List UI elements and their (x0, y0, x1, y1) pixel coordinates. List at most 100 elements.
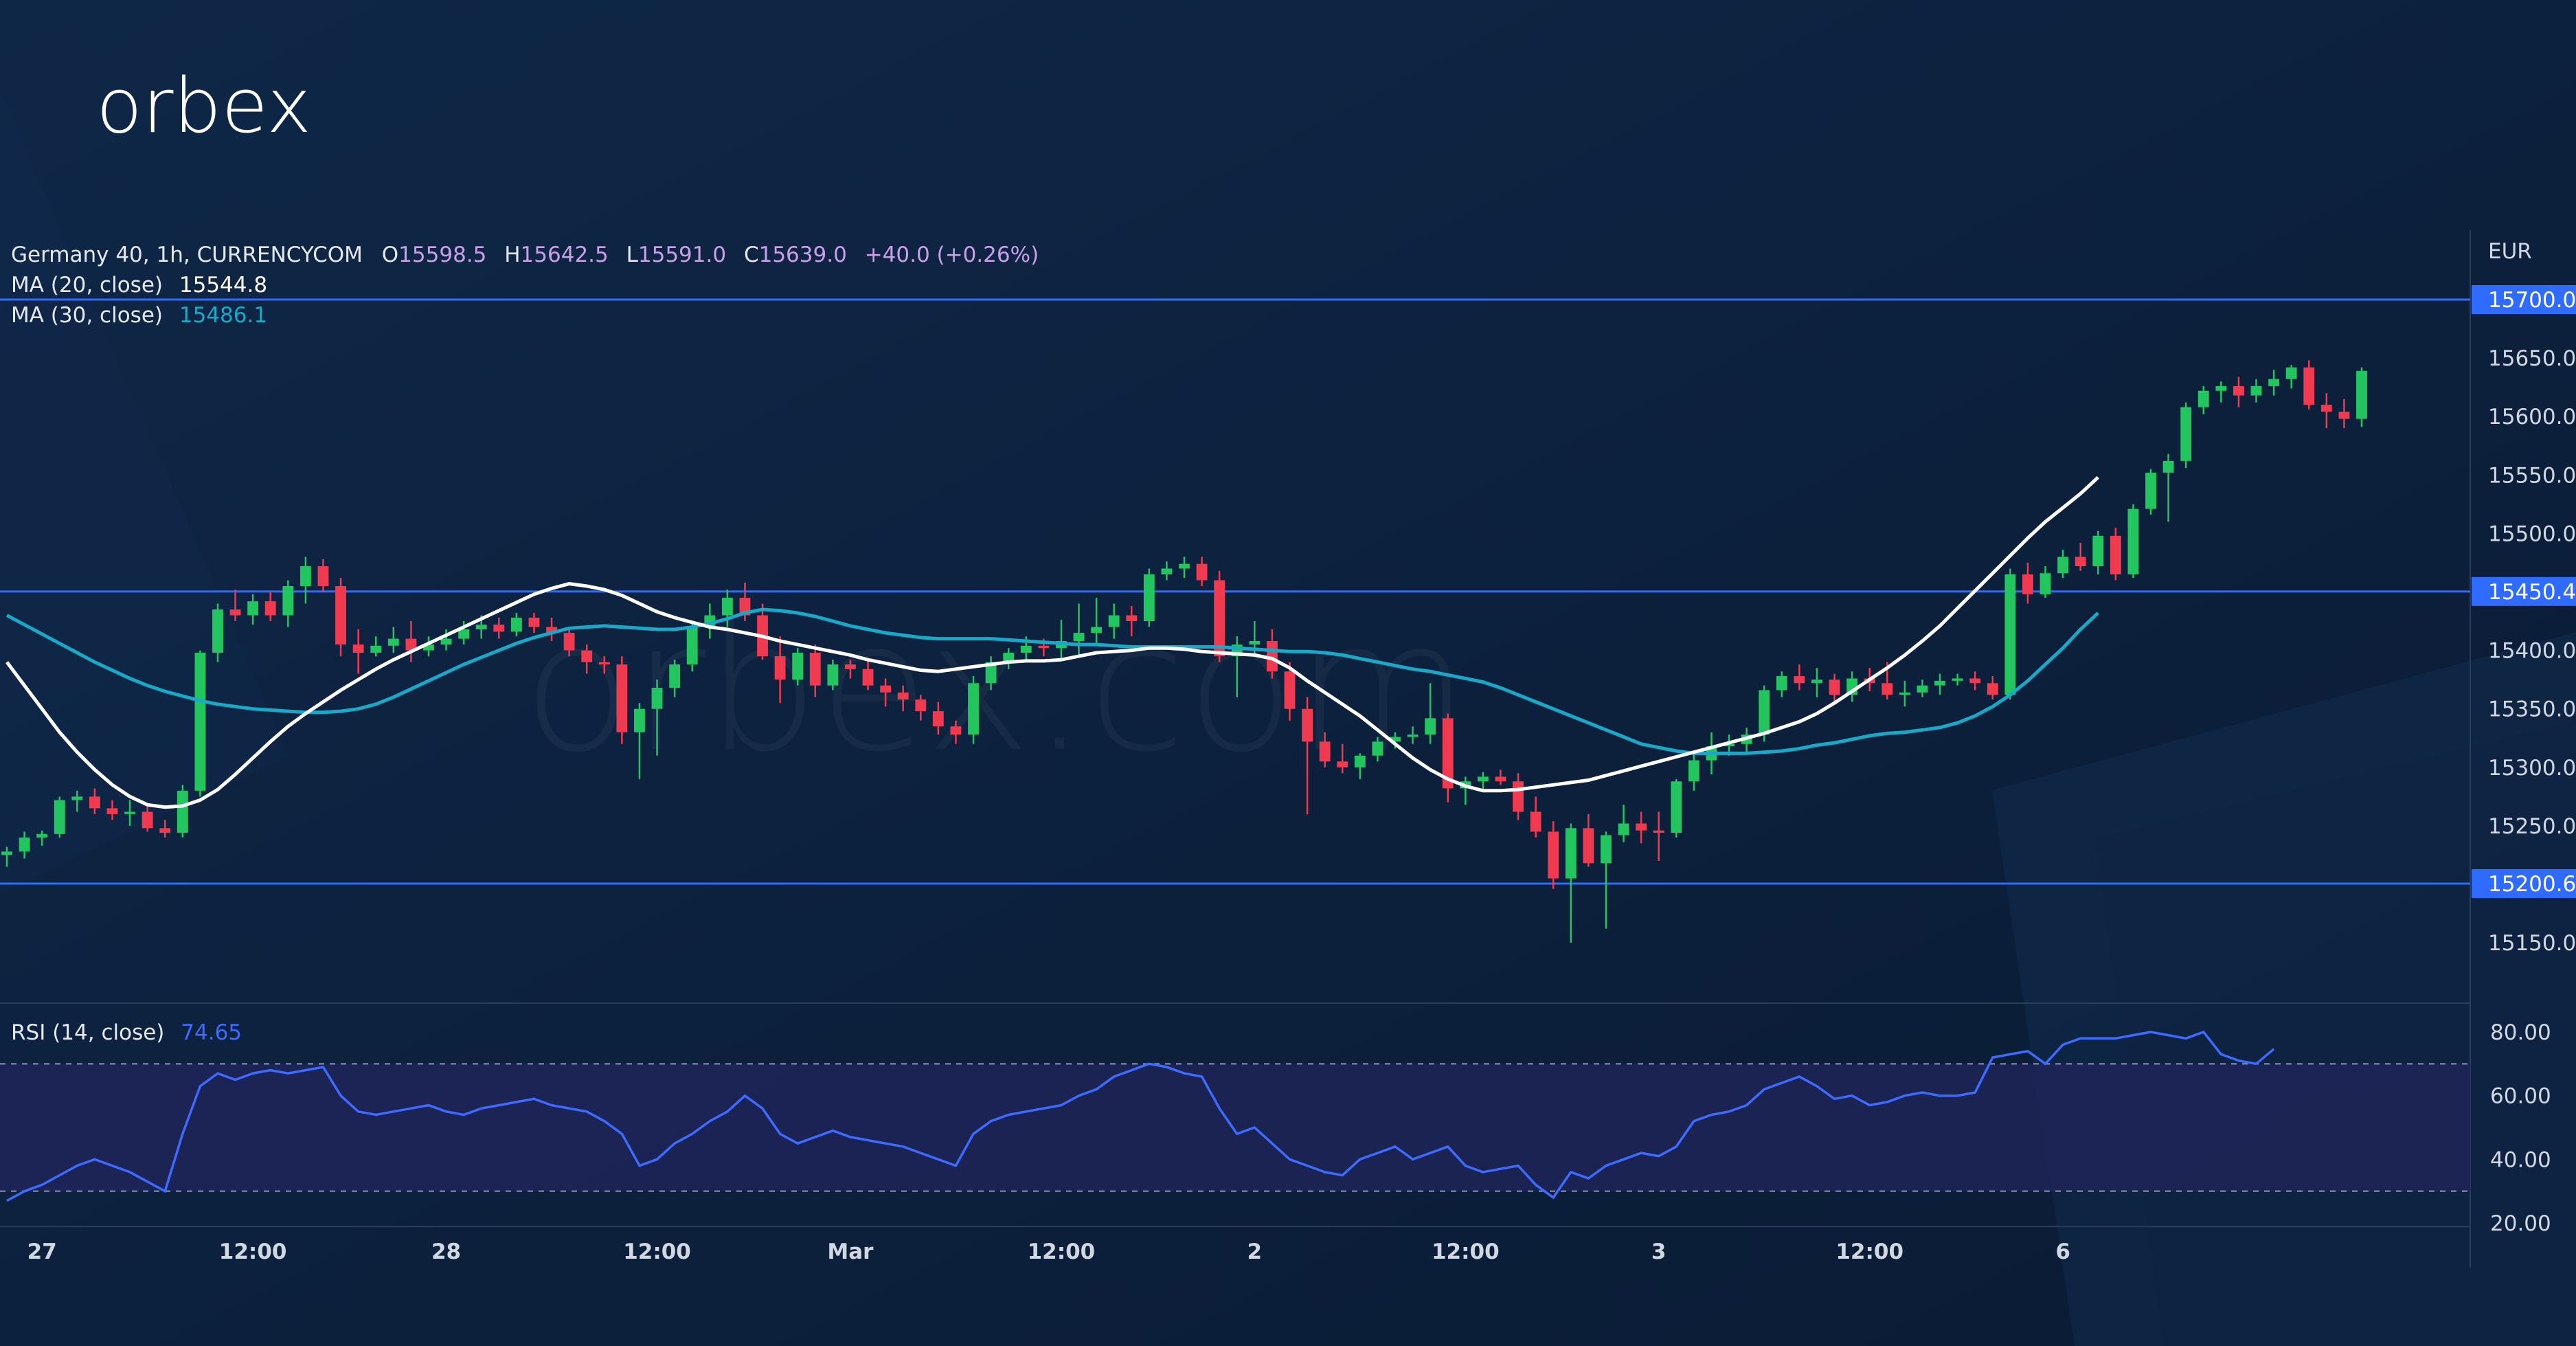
candle-body (581, 650, 593, 662)
candle-body (159, 828, 171, 833)
open-label: O (382, 243, 398, 267)
rsi-tick-label: 60.00 (2490, 1084, 2551, 1109)
candle-body (1249, 640, 1261, 645)
candle-body (1917, 685, 1928, 693)
time-axis-ticks: 27 12:00 28 12:00 Mar 12:00 2 12:00 3 12:00 6 (27, 1240, 2070, 1264)
candle-body (2285, 367, 2297, 379)
candle-body (1143, 574, 1155, 622)
candle-body (809, 653, 821, 686)
candle-body (2162, 460, 2174, 473)
time-tick-label: Mar (827, 1240, 874, 1264)
candle-body (212, 609, 223, 653)
candle-body (2145, 472, 2156, 509)
candle-body (598, 662, 610, 665)
candle-body (2250, 385, 2262, 396)
candle-body (915, 699, 927, 712)
candle-body (2075, 557, 2086, 567)
candle-body (1969, 678, 1981, 684)
candle-body (845, 664, 856, 669)
level-tag-label: 15700.0 (2488, 288, 2576, 313)
candle-body (282, 585, 294, 616)
ma20-legend: MA (20, close) 15544.8 (11, 273, 267, 298)
candle-body (423, 644, 434, 651)
level-price-tags: 15700.0 15450.4 15200.6 (2472, 285, 2576, 898)
ma20-line (5, 475, 2100, 809)
candle-body (19, 837, 30, 852)
candle-body (458, 629, 470, 639)
price-tick-label: 15500.0 (2488, 521, 2576, 546)
ma30-legend: MA (30, close) 15486.1 (11, 303, 267, 328)
candle-body (774, 656, 786, 680)
time-tick-label: 6 (2055, 1240, 2070, 1264)
candle-body (510, 617, 522, 632)
open-value: 15598.5 (398, 243, 486, 267)
candle-body (1003, 653, 1015, 662)
candle-body (1425, 718, 1436, 735)
candle-body (54, 800, 65, 834)
ma20-label: MA (20, close) (11, 273, 163, 298)
candle-body (264, 601, 276, 616)
candle-body (932, 711, 944, 727)
candle-body (1073, 633, 1085, 641)
candle-body (792, 653, 804, 680)
price-tick-label: 15550.0 (2488, 463, 2576, 488)
candle-body (335, 585, 346, 645)
rsi-tick-label: 80.00 (2490, 1020, 2551, 1045)
candle-body (2110, 535, 2121, 574)
candle-body (1987, 683, 1998, 695)
candle-body (1319, 741, 1331, 762)
candle-body (1407, 734, 1419, 737)
horizontal-levels (0, 298, 2470, 885)
candle-body (352, 644, 364, 653)
candle-body (2356, 370, 2367, 419)
price-axis-ticks: 15150.0 15250.0 15300.0 15350.0 15400.0 15500… (2488, 346, 2576, 956)
low-value: 15591.0 (638, 243, 726, 267)
candle-body (880, 685, 892, 693)
candle-body (2197, 390, 2209, 407)
time-tick-label: 2 (1247, 1240, 1263, 1264)
orbex-logo: orbex (96, 62, 311, 150)
candle-body (1495, 776, 1506, 782)
candle-body (2040, 573, 2051, 594)
candle-body (405, 638, 417, 651)
rsi-axis-ticks: 80.00 60.00 40.00 20.00 (2490, 1020, 2551, 1236)
candle-body (1882, 683, 1893, 695)
candle-body (1671, 781, 1682, 833)
candle-body (1302, 708, 1313, 742)
candle-body (387, 638, 399, 646)
candle-body (563, 633, 575, 651)
candle-body (36, 833, 48, 838)
level-tag (2472, 285, 2576, 314)
candle-body (651, 688, 663, 709)
symbol-line: Germany 40, 1h, CURRENCYCOM (11, 243, 363, 267)
candle-body (2022, 574, 2033, 594)
ma30-label: MA (30, close) (11, 303, 163, 328)
candle-body (1899, 692, 1910, 695)
level-tag-label: 15200.6 (2488, 872, 2576, 897)
candle-body (985, 662, 997, 684)
change-value: +40.0 (+0.26%) (865, 243, 1039, 267)
candle-body (1583, 828, 1594, 864)
candle-body (247, 601, 259, 616)
time-tick-label: 28 (431, 1240, 461, 1264)
candle-body (1442, 718, 1454, 789)
candle-body (2320, 405, 2332, 412)
candle-body (1759, 690, 1770, 735)
candle-body (2180, 407, 2192, 461)
candle-body (493, 625, 505, 632)
candle-body (2127, 508, 2139, 574)
candle-body (142, 811, 153, 829)
candle-body (1372, 741, 1383, 756)
candle-body (1565, 828, 1577, 879)
time-tick-label: 12:00 (1835, 1240, 1903, 1264)
rsi-legend: RSI (14, close) 74.65 (11, 1020, 242, 1045)
candle-body (229, 609, 241, 616)
price-tick-label: 15150.0 (2488, 931, 2576, 956)
candle-body (370, 645, 382, 653)
candle-body (1811, 680, 1822, 684)
currency-label: EUR (2488, 239, 2532, 264)
candle-body (1794, 676, 1805, 684)
close-label: C (744, 243, 759, 267)
candle-body (440, 638, 452, 645)
candle-body (1952, 678, 1963, 681)
